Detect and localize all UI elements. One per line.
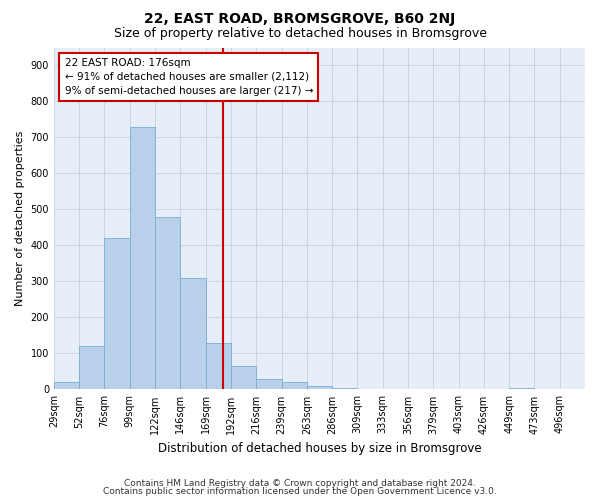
Bar xyxy=(281,382,307,390)
Bar xyxy=(155,216,181,390)
Text: 22 EAST ROAD: 176sqm
← 91% of detached houses are smaller (2,112)
9% of semi-det: 22 EAST ROAD: 176sqm ← 91% of detached h… xyxy=(65,58,313,96)
Text: Size of property relative to detached houses in Bromsgrove: Size of property relative to detached ho… xyxy=(113,28,487,40)
Text: Contains HM Land Registry data © Crown copyright and database right 2024.: Contains HM Land Registry data © Crown c… xyxy=(124,478,476,488)
Bar xyxy=(206,342,231,390)
Text: 22, EAST ROAD, BROMSGROVE, B60 2NJ: 22, EAST ROAD, BROMSGROVE, B60 2NJ xyxy=(145,12,455,26)
Text: Contains public sector information licensed under the Open Government Licence v3: Contains public sector information licen… xyxy=(103,487,497,496)
Bar xyxy=(307,386,332,390)
Y-axis label: Number of detached properties: Number of detached properties xyxy=(15,131,25,306)
Bar xyxy=(130,126,155,390)
Bar xyxy=(104,238,130,390)
Bar xyxy=(54,382,79,390)
Bar xyxy=(256,380,281,390)
Bar xyxy=(509,388,535,390)
Bar xyxy=(332,388,358,390)
Bar xyxy=(181,278,206,390)
X-axis label: Distribution of detached houses by size in Bromsgrove: Distribution of detached houses by size … xyxy=(158,442,481,455)
Bar xyxy=(231,366,256,390)
Bar xyxy=(79,346,104,390)
